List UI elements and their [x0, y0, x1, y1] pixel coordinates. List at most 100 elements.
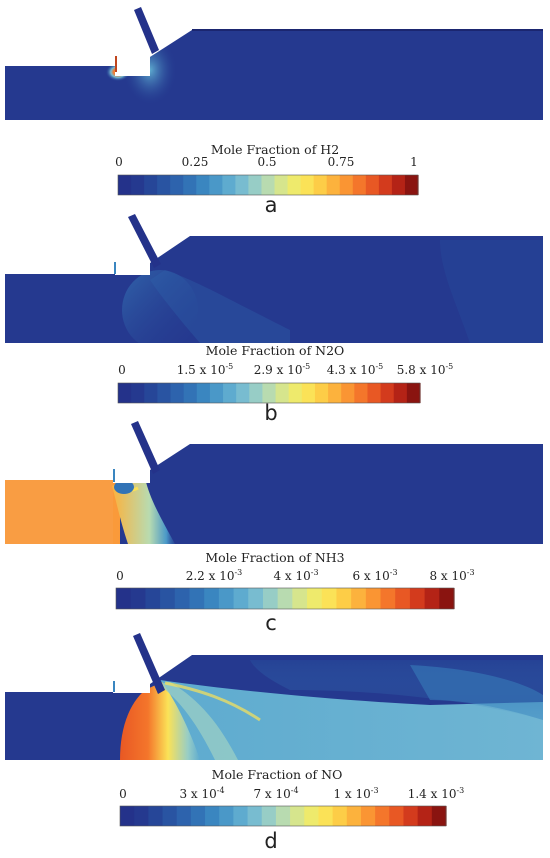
tick-label: 7 x 10-4 — [253, 786, 298, 801]
colorbar-band — [292, 588, 308, 609]
colorbar-band — [389, 806, 405, 826]
colorbar-no: Mole Fraction of NO 0 3 x 10-4 7 x 10-4 … — [119, 767, 464, 853]
colorbar-band — [288, 383, 303, 403]
colorbar-band — [183, 383, 198, 403]
colorbar-h2: Mole Fraction of H2 0 0.25 0.5 0.75 1 a — [115, 142, 419, 217]
colorbar-band — [375, 806, 390, 826]
tick-label: 1 x 10-3 — [333, 786, 378, 801]
tick-label: 0 — [119, 787, 127, 801]
colorbar-band — [352, 175, 367, 195]
colorbar-band — [417, 806, 433, 826]
tick-label: 6 x 10-3 — [352, 568, 397, 583]
colorbar-band — [326, 175, 341, 195]
colorbar-band — [218, 588, 235, 609]
contour-plot-nh3 — [5, 421, 543, 544]
colorbar-band — [249, 383, 264, 403]
colorbar-band — [336, 588, 352, 609]
colorbar-band — [134, 806, 149, 826]
colorbar-band — [157, 383, 172, 403]
colorbar-band — [205, 806, 220, 826]
colorbar-n2o: Mole Fraction of N2O 0 1.5 x 10-5 2.9 x … — [117, 343, 453, 425]
colorbar-band — [116, 588, 132, 609]
colorbar-frame — [115, 587, 455, 610]
tick-label: 8 x 10-3 — [429, 568, 474, 583]
colorbar-frame — [117, 174, 419, 196]
tick-label: 2.2 x 10-3 — [186, 568, 243, 583]
colorbar-band — [118, 383, 132, 403]
colorbar-band — [351, 588, 367, 609]
colorbar-band — [189, 588, 205, 609]
colorbar-band — [261, 175, 276, 195]
colorbar-band — [247, 806, 263, 826]
colorbar-band — [190, 806, 206, 826]
colorbar-band — [301, 383, 316, 403]
tick-label: 4.3 x 10-5 — [327, 362, 384, 377]
colorbar-band — [144, 383, 158, 403]
colorbar-band — [174, 588, 191, 609]
tick-label: 0 — [116, 569, 124, 583]
colorbar-band — [262, 383, 277, 403]
colorbar-band — [403, 806, 419, 826]
tick-labels: 0 3 x 10-4 7 x 10-4 1 x 10-3 1.4 x 10-3 — [119, 786, 464, 801]
colorbar-band — [148, 806, 164, 826]
tick-label: 0.75 — [328, 155, 355, 169]
tick-labels: 0 2.2 x 10-3 4 x 10-3 6 x 10-3 8 x 10-3 — [116, 568, 474, 583]
colorbar-band — [130, 588, 146, 609]
colorbar-band — [332, 806, 348, 826]
colorbar-band — [341, 383, 355, 403]
colorbar-band — [160, 588, 176, 609]
colorbar-band — [346, 806, 362, 826]
colorbar-title: Mole Fraction of H2 — [211, 142, 339, 157]
colorbar-band — [318, 806, 334, 826]
colorbar-band — [277, 588, 293, 609]
tick-label: 1 — [410, 155, 418, 169]
colorbar-band — [321, 588, 338, 609]
colorbar-band — [222, 175, 236, 195]
tick-label: 5.8 x 10-5 — [397, 362, 454, 377]
colorbar-band — [144, 175, 158, 195]
colorbar-frame — [119, 805, 447, 827]
colorbar-band — [393, 383, 408, 403]
tick-label: 0 — [115, 155, 123, 169]
colorbar-band — [274, 175, 289, 195]
colorbar-band — [380, 588, 396, 609]
colorbar-band — [439, 588, 455, 609]
colorbar-band — [406, 383, 421, 403]
colorbar-band — [209, 383, 224, 403]
colorbar-band — [404, 175, 419, 195]
colorbar-band — [131, 383, 145, 403]
colorbar-band — [118, 175, 132, 195]
colorbar-band — [328, 383, 342, 403]
panel-label: b — [264, 401, 277, 425]
tick-labels: 0 0.25 0.5 0.75 1 — [115, 155, 418, 169]
colorbar-band — [196, 175, 210, 195]
colorbar-title: Mole Fraction of NH3 — [205, 550, 344, 565]
colorbar-band — [367, 383, 382, 403]
colorbar-band — [236, 383, 250, 403]
colorbar-band — [248, 588, 264, 609]
tick-label: 4 x 10-3 — [273, 568, 318, 583]
colorbar-band — [262, 588, 279, 609]
colorbar-band — [424, 588, 440, 609]
colorbar-band — [145, 588, 161, 609]
colorbar-band — [261, 806, 277, 826]
panel-label: d — [264, 829, 277, 853]
tick-label: 0.5 — [257, 155, 276, 169]
contour-plot-no — [5, 633, 543, 760]
colorbar-band — [313, 175, 328, 195]
colorbar-band — [275, 383, 290, 403]
colorbar-band — [395, 588, 411, 609]
tick-label: 0.25 — [182, 155, 209, 169]
colorbar-band — [170, 383, 185, 403]
tick-label: 1.5 x 10-5 — [177, 362, 234, 377]
colorbar-band — [183, 175, 197, 195]
colorbar-band — [314, 383, 329, 403]
colorbar-band — [235, 175, 250, 195]
colorbar-band — [365, 175, 380, 195]
colorbar-band — [409, 588, 426, 609]
colorbar-band — [391, 175, 406, 195]
tick-labels: 0 1.5 x 10-5 2.9 x 10-5 4.3 x 10-5 5.8 x… — [118, 362, 453, 377]
colorbar-band — [233, 588, 249, 609]
colorbar-band — [300, 175, 315, 195]
